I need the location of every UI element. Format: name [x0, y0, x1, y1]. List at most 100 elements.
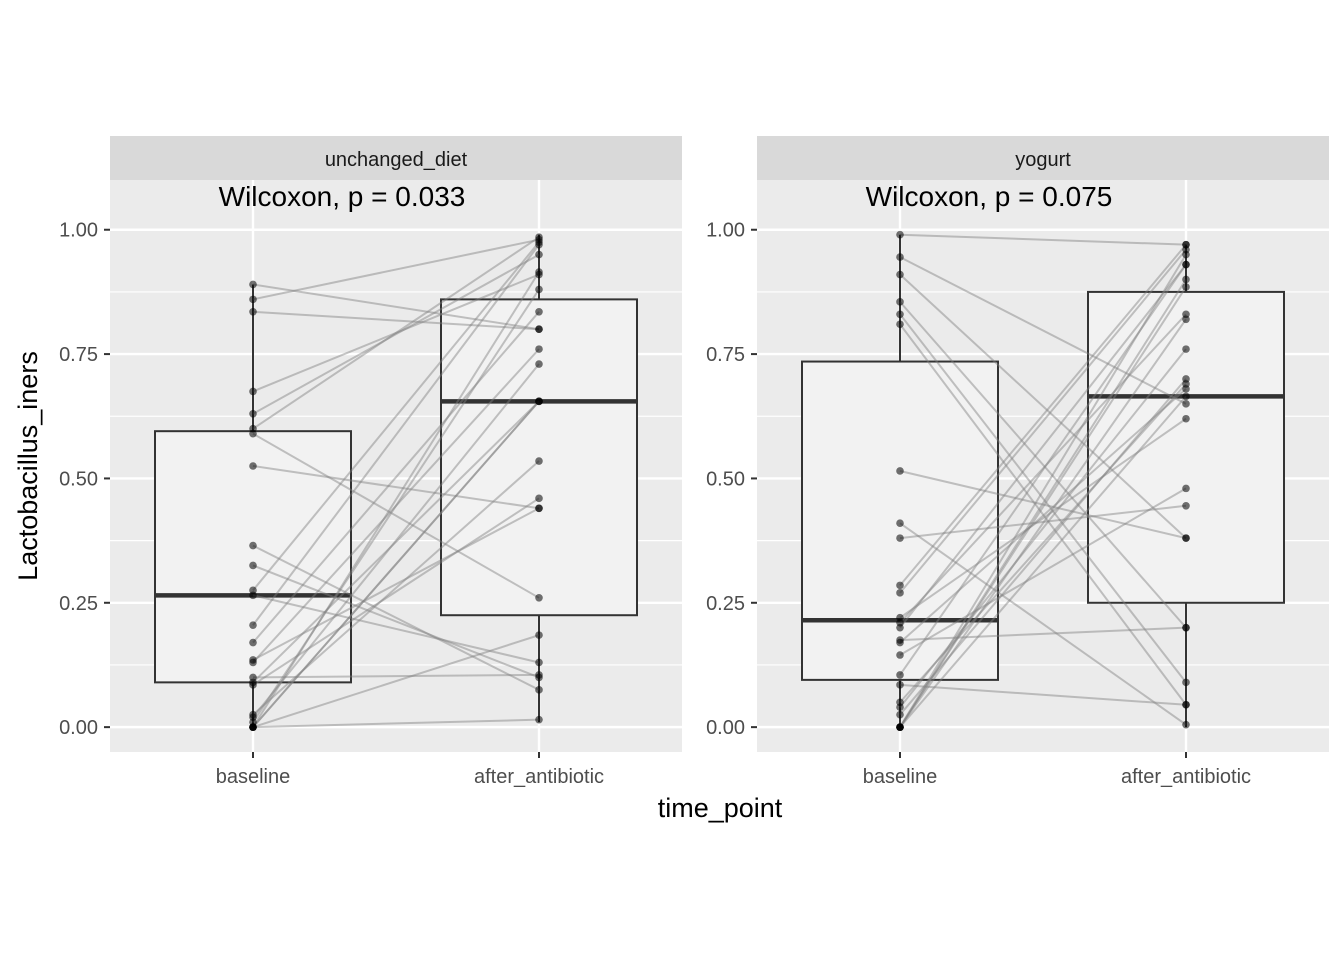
y-tick-label: 0.00 — [59, 717, 98, 739]
pair-line — [899, 273, 1187, 539]
data-point — [1182, 375, 1190, 383]
pair-line — [899, 348, 1187, 708]
data-point — [896, 581, 904, 590]
data-point — [896, 519, 904, 527]
pair-line — [899, 254, 1187, 728]
y-tick-label: 0.75 — [59, 344, 98, 366]
data-point — [535, 240, 543, 249]
pair-line — [899, 323, 1187, 706]
pair-line — [899, 395, 1187, 728]
data-point — [896, 534, 904, 542]
data-point — [535, 631, 543, 639]
data-point — [535, 325, 543, 334]
y-tick-label: 1.00 — [59, 220, 98, 242]
pair-line — [252, 564, 540, 679]
data-point — [249, 429, 257, 438]
pair-line — [899, 626, 1187, 642]
pair-line — [252, 253, 540, 415]
data-point — [249, 280, 257, 289]
pair-line — [252, 400, 540, 728]
pair-line — [252, 465, 540, 510]
pair-line — [252, 241, 540, 591]
pair-line — [899, 683, 1187, 706]
pair-line — [899, 248, 1187, 594]
data-point — [249, 462, 257, 470]
data-point — [896, 298, 904, 306]
pair-line — [252, 348, 540, 664]
data-point — [535, 285, 543, 294]
y-tick-label: 0.25 — [59, 593, 98, 615]
pair-line — [252, 271, 540, 728]
pair-line — [252, 244, 540, 626]
data-point — [249, 658, 257, 667]
panel-yogurt: yogurt 0.00 0.25 0.50 0.75 1.00 baseline after_… — [706, 136, 1329, 788]
data-point — [896, 270, 904, 279]
pair-line — [899, 378, 1187, 716]
y-tick-label: 0.75 — [706, 344, 745, 366]
pair-line — [899, 388, 1187, 644]
data-point — [535, 250, 543, 259]
data-point — [535, 360, 543, 368]
data-point — [535, 457, 543, 465]
pair-line — [899, 470, 1187, 540]
data-point — [535, 594, 543, 602]
data-point — [249, 409, 257, 418]
pair-line — [252, 544, 540, 691]
data-point — [896, 681, 904, 689]
data-point — [1182, 345, 1190, 353]
pair-line — [899, 318, 1187, 728]
data-point — [1182, 623, 1190, 632]
pair-line — [252, 460, 540, 716]
pair-line — [899, 383, 1187, 703]
data-point — [1182, 700, 1190, 709]
data-point — [1182, 678, 1190, 687]
facet-strip — [110, 136, 682, 180]
data-point — [249, 295, 257, 304]
pair-line — [899, 256, 1187, 405]
pair-line — [899, 313, 1187, 683]
data-point — [249, 561, 257, 570]
data-point — [1182, 414, 1190, 423]
pair-line — [252, 634, 540, 729]
data-point — [1182, 534, 1190, 542]
x-axis-title: time_point — [658, 793, 783, 823]
data-point — [1182, 315, 1190, 324]
facet-label: yogurt — [1015, 149, 1071, 171]
pair-line — [899, 263, 1187, 629]
data-point — [896, 589, 904, 597]
data-point — [896, 310, 904, 319]
pair-line — [252, 718, 540, 729]
data-point — [1182, 501, 1190, 510]
data-point — [535, 686, 543, 694]
pair-line — [899, 313, 1187, 624]
data-point — [535, 397, 543, 406]
data-point — [896, 623, 904, 632]
pair-line — [899, 487, 1187, 656]
data-point — [535, 504, 543, 513]
pair-line — [899, 504, 1187, 540]
data-point — [896, 253, 904, 261]
pair-line — [252, 310, 540, 331]
pair-line — [252, 432, 540, 599]
pair-line — [899, 286, 1187, 728]
data-point — [1182, 400, 1190, 408]
data-point — [896, 710, 904, 719]
pair-line — [252, 363, 540, 718]
pair-line — [252, 400, 540, 728]
x-tick-label: after_antibiotic — [474, 766, 604, 788]
data-point — [896, 671, 904, 679]
data-point — [1182, 484, 1190, 493]
y-tick-label: 0.50 — [706, 468, 745, 490]
pair-line — [899, 522, 1187, 726]
pair-line — [252, 288, 540, 723]
data-point — [249, 541, 257, 550]
data-point — [535, 345, 543, 353]
pair-line — [252, 400, 540, 684]
x-tick-label: baseline — [216, 766, 291, 788]
data-point — [249, 723, 257, 731]
pair-line — [252, 594, 540, 664]
data-point — [249, 387, 257, 396]
wilcoxon-annotation: Wilcoxon, p = 0.075 — [866, 181, 1113, 212]
pair-line — [899, 301, 1187, 629]
